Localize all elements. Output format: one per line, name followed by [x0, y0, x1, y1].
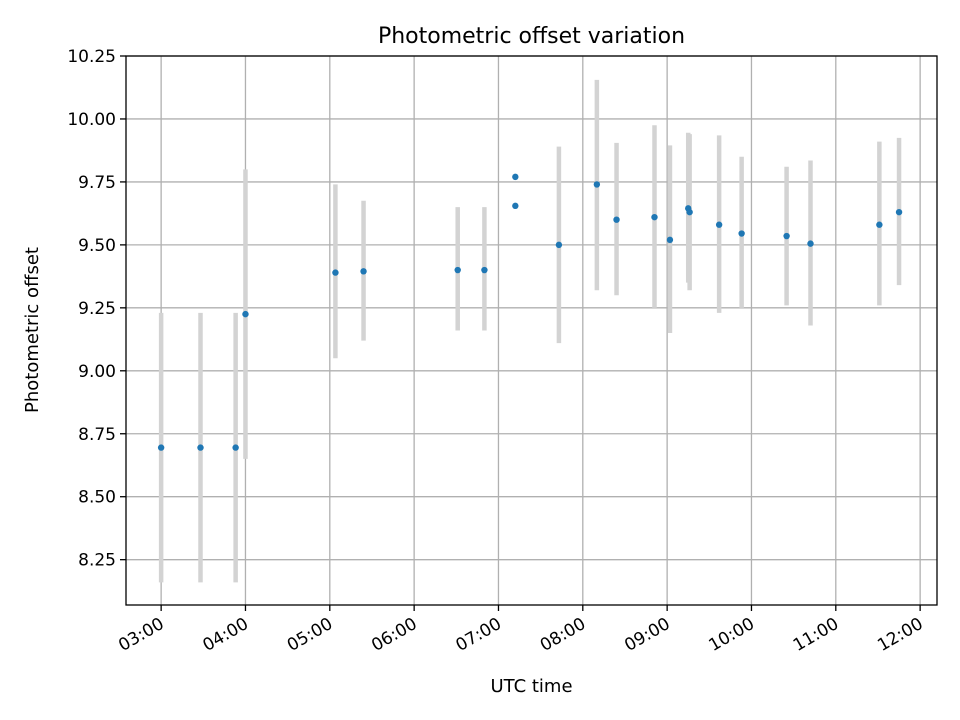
data-points [157, 173, 903, 451]
data-point [454, 266, 461, 274]
x-tick-label: 07:00 [453, 614, 505, 656]
y-tick-label: 8.50 [78, 488, 116, 508]
data-point [715, 221, 723, 228]
y-tick-label: 9.00 [78, 362, 116, 382]
plot-background [126, 56, 937, 605]
x-tick-label: 11:00 [790, 614, 842, 656]
x-tick-label: 12:00 [874, 614, 926, 656]
y-tick-label: 8.75 [78, 425, 116, 445]
data-point [738, 230, 745, 237]
data-point [666, 236, 674, 244]
y-tick-label: 10.00 [67, 110, 116, 130]
data-point [197, 444, 204, 451]
data-point [332, 269, 339, 276]
data-point [157, 444, 165, 451]
data-point [512, 202, 519, 210]
x-tick-label: 04:00 [200, 614, 252, 656]
data-point [242, 310, 249, 318]
y-tick-label: 9.75 [78, 173, 116, 193]
data-point [686, 208, 693, 216]
x-tick-label: 10:00 [706, 614, 758, 656]
x-tick-label: 08:00 [537, 614, 589, 656]
data-point [481, 266, 488, 274]
y-tick-label: 9.50 [78, 236, 116, 256]
x-tick-label: 06:00 [368, 614, 420, 656]
x-tick-label: 05:00 [284, 614, 336, 656]
y-tick-label: 9.25 [78, 299, 116, 319]
x-tick-label: 03:00 [115, 614, 167, 656]
y-tick-label: 10.25 [67, 47, 116, 67]
y-tick-label: 8.25 [78, 551, 116, 571]
data-point [360, 268, 367, 275]
data-point [232, 444, 239, 451]
data-point [555, 241, 563, 249]
data-point [783, 232, 790, 240]
data-point [895, 208, 903, 216]
data-point [593, 181, 601, 188]
x-tick-label: 09:00 [621, 614, 673, 656]
data-point [512, 173, 519, 181]
x-axis-label: UTC time [490, 676, 572, 697]
data-point [651, 213, 658, 221]
y-axis-label: Photometric offset [22, 247, 43, 413]
chart-title: Photometric offset variation [378, 24, 685, 49]
data-point [876, 221, 883, 228]
data-point [807, 240, 814, 247]
plot-frame [125, 55, 938, 606]
data-point [613, 216, 620, 223]
